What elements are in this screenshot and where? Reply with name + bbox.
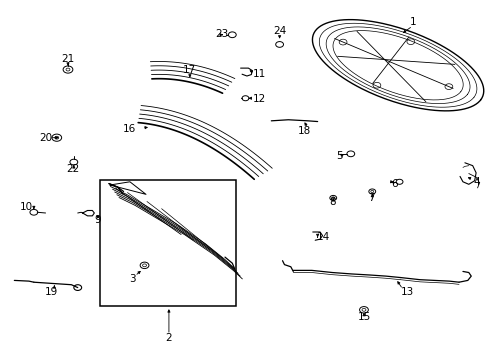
Text: 17: 17 <box>183 64 196 75</box>
Text: 8: 8 <box>328 197 335 207</box>
Text: 4: 4 <box>473 177 479 187</box>
Text: 15: 15 <box>357 312 370 322</box>
Text: 19: 19 <box>45 287 59 297</box>
Text: 7: 7 <box>367 193 374 203</box>
Text: 13: 13 <box>401 287 414 297</box>
Text: 2: 2 <box>165 333 172 343</box>
Text: 1: 1 <box>408 17 415 27</box>
Text: 3: 3 <box>129 274 135 284</box>
Text: 18: 18 <box>297 126 310 135</box>
Bar <box>100 180 236 306</box>
Text: 14: 14 <box>316 232 329 242</box>
Text: 10: 10 <box>20 202 33 212</box>
Text: 23: 23 <box>215 29 228 39</box>
Text: 16: 16 <box>123 124 136 134</box>
Text: 5: 5 <box>335 150 342 161</box>
Text: 20: 20 <box>40 133 53 143</box>
Text: 24: 24 <box>272 26 285 36</box>
Text: 9: 9 <box>95 215 101 225</box>
Text: 21: 21 <box>61 54 75 64</box>
Text: 11: 11 <box>253 69 266 79</box>
Text: 12: 12 <box>253 94 266 104</box>
Text: 22: 22 <box>66 164 80 174</box>
Text: 6: 6 <box>390 179 397 189</box>
